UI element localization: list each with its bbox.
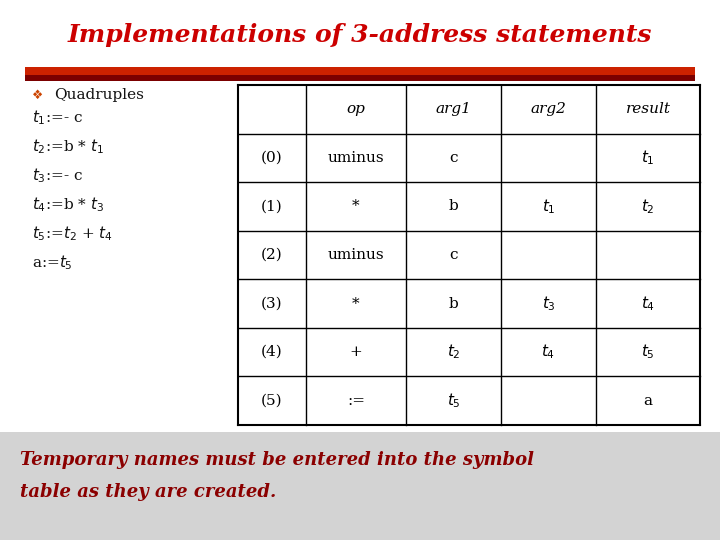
Text: b: b [449,296,459,310]
Text: c: c [449,248,458,262]
Text: c: c [449,151,458,165]
Text: (3): (3) [261,296,283,310]
Text: $t_1$: $t_1$ [641,148,655,167]
Text: $t_3$: $t_3$ [541,294,555,313]
Text: $t_5$: $t_5$ [446,392,460,410]
Text: :=: := [347,394,365,408]
Text: *: * [352,296,360,310]
Text: (0): (0) [261,151,283,165]
Text: $t_1$: $t_1$ [541,197,555,216]
Text: Implementations of 3-address statements: Implementations of 3-address statements [68,23,652,47]
Text: op: op [346,102,366,116]
Text: $t_5$: $t_5$ [641,343,655,361]
Text: (5): (5) [261,394,283,408]
Text: $t_3$:=- c: $t_3$:=- c [32,167,83,185]
Text: $t_2$:=b * $t_1$: $t_2$:=b * $t_1$ [32,138,104,157]
Text: a: a [644,394,652,408]
Text: ❖: ❖ [32,89,43,102]
Text: (2): (2) [261,248,283,262]
Bar [0,432,720,540]
Text: $t_4$: $t_4$ [641,294,655,313]
Text: $t_2$: $t_2$ [642,197,654,216]
Text: result: result [626,102,670,116]
Text: arg1: arg1 [436,102,472,116]
Text: $t_1$:=- c: $t_1$:=- c [32,109,83,127]
Text: $t_5$:=$t_2$ + $t_4$: $t_5$:=$t_2$ + $t_4$ [32,225,113,244]
Text: uminus: uminus [328,151,384,165]
Text: b: b [449,199,459,213]
Text: table as they are created.: table as they are created. [20,483,276,501]
Text: Quadruples: Quadruples [54,88,144,102]
Bar [25,67,695,75]
Text: arg2: arg2 [531,102,567,116]
Text: Temporary names must be entered into the symbol: Temporary names must be entered into the… [20,451,534,469]
Text: uminus: uminus [328,248,384,262]
Text: $t_4$:=b * $t_3$: $t_4$:=b * $t_3$ [32,195,104,214]
Text: (1): (1) [261,199,283,213]
Text: (4): (4) [261,345,283,359]
Text: $t_2$: $t_2$ [446,343,460,361]
Bar [25,75,695,81]
Text: $t_4$: $t_4$ [541,343,556,361]
Text: +: + [350,345,362,359]
Text: a:=$t_5$: a:=$t_5$ [32,254,73,272]
Text: *: * [352,199,360,213]
